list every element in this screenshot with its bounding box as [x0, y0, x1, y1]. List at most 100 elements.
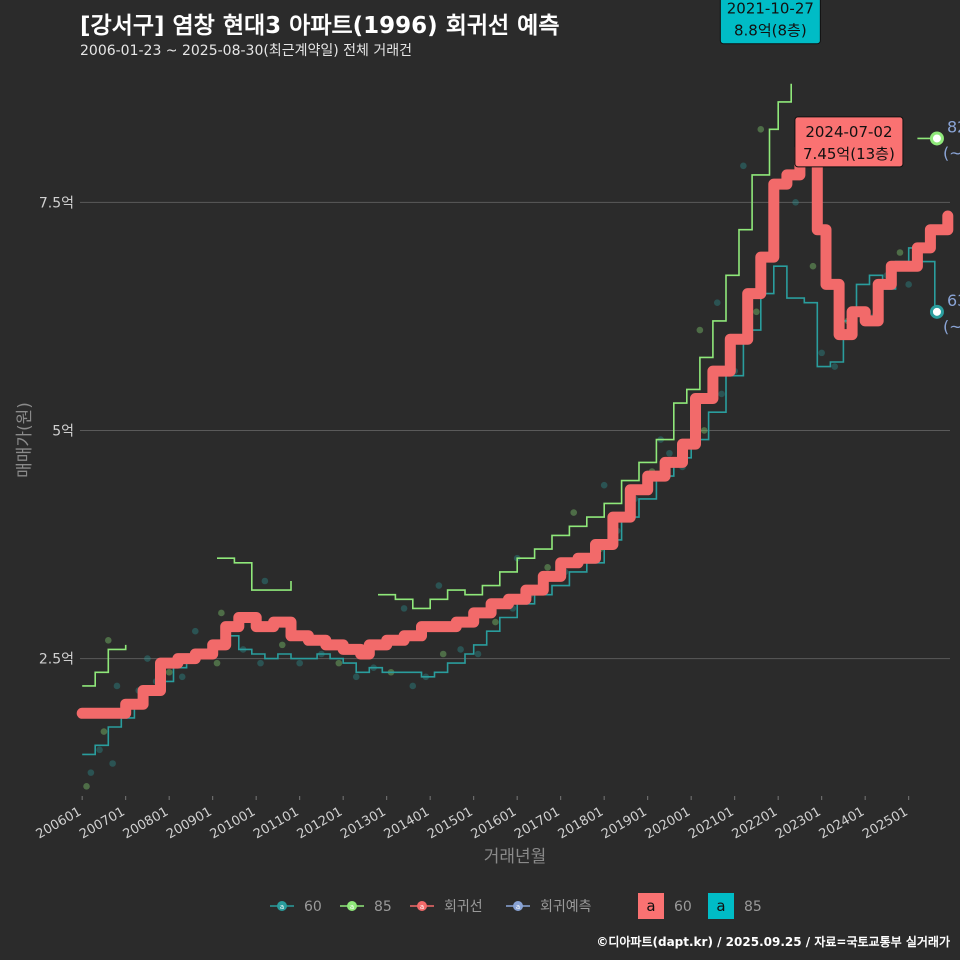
legend-swatch-glyph: a	[646, 897, 655, 915]
x-tick-label: 202301	[773, 804, 823, 842]
scatter-point-40	[718, 390, 725, 398]
legend-label: 60	[674, 899, 692, 915]
x-tick-label: 202001	[643, 804, 693, 842]
scatter-point-45	[809, 262, 817, 270]
highlight-price: 7.45억(13층)	[803, 145, 895, 163]
scatter-point-1	[87, 769, 95, 776]
end-point-size: (~85㎡)	[943, 143, 960, 162]
end-point-value: 63,000	[947, 291, 960, 310]
scatter-point-62	[400, 605, 408, 612]
x-tick-label: 201301	[338, 804, 388, 842]
scatter-point-54	[570, 509, 578, 516]
legend-label: 회귀예측	[540, 899, 592, 915]
scatter-point-61	[435, 582, 443, 589]
y-axis-label: 매매가(원)	[15, 402, 35, 478]
x-tick-label: 200701	[77, 804, 127, 842]
scatter-point-52	[905, 281, 912, 288]
x-tick-label: 201201	[295, 804, 345, 842]
scatter-point-42	[753, 308, 760, 316]
legend-swatch-dot	[513, 901, 523, 911]
highlight-label-box	[794, 116, 904, 168]
scatter-point-63	[218, 609, 225, 617]
scatter-point-47	[831, 363, 839, 370]
x-tick-label: 201801	[556, 804, 606, 842]
legend-swatch-box	[708, 893, 734, 919]
x-tick-label: 200901	[164, 804, 214, 842]
highlight-date: 2024-07-02	[805, 123, 892, 141]
scatter-point-19	[352, 673, 360, 681]
x-tick-label: 200601	[34, 804, 84, 842]
scatter-point-3	[100, 728, 108, 735]
scatter-point-64	[261, 577, 269, 585]
x-tick-label: 201101	[251, 804, 301, 842]
scatter-point-65	[144, 655, 151, 662]
scatter-point-24	[439, 650, 447, 658]
legend-swatch-glyph: a	[516, 903, 520, 911]
x-tick-label: 201901	[599, 804, 649, 842]
end-point-marker	[929, 131, 944, 146]
scatter-point-57	[696, 326, 704, 334]
x-tick-label: 202201	[730, 804, 780, 842]
chart-subtitle: 2006-01-23 ~ 2025-08-30(최근계약일) 전체 거래건	[80, 43, 412, 59]
x-tick-label: 202501	[860, 804, 910, 842]
end-point-marker	[929, 304, 944, 319]
scatter-point-46	[818, 349, 825, 357]
legend-swatch-dot	[347, 901, 357, 911]
highlight-price: 8.8억(8층)	[734, 22, 807, 40]
legend-swatch-dot	[417, 901, 427, 911]
scatter-point-12	[213, 659, 221, 667]
scatter-point-10	[178, 673, 186, 681]
legend-swatch-dot	[277, 901, 287, 911]
x-tick-label: 202401	[817, 804, 867, 842]
scatter-point-26	[474, 650, 482, 658]
x-tick-label: 201701	[512, 804, 562, 842]
x-tick-label: 202101	[686, 804, 736, 842]
x-tick-label: 200801	[121, 804, 171, 842]
legend-label: 85	[744, 899, 762, 915]
source-caption: ©디아파트(dapt.kr) / 2025.09.25 / 자료=국토교통부 실…	[596, 935, 950, 949]
scatter-point-22	[409, 682, 417, 690]
scatter-point-27	[492, 618, 499, 626]
scatter-point-30	[544, 564, 551, 571]
legend-swatch-glyph: a	[716, 897, 725, 915]
scatter-point-59	[740, 162, 747, 170]
y-tick-label: 5억	[52, 423, 74, 439]
x-tick-label: 201401	[382, 804, 432, 842]
scatter-point-51	[896, 249, 904, 256]
scatter-point-55	[600, 481, 608, 489]
scatter-point-60	[757, 126, 765, 133]
legend-swatch-box	[638, 893, 664, 919]
x-tick-label: 201601	[469, 804, 519, 842]
series-line-85	[82, 83, 935, 687]
legend-swatch-glyph: a	[420, 903, 424, 911]
scatter-point-2	[96, 746, 103, 754]
scatter-point-18	[335, 659, 343, 667]
scatter-point-15	[278, 641, 286, 649]
legend-label: 회귀선	[444, 899, 483, 915]
y-tick-label: 2.5억	[39, 652, 74, 668]
scatter-point-11	[191, 627, 199, 635]
scatter-point-4	[109, 760, 116, 767]
scatter-point-14	[257, 659, 264, 667]
legend-label: 85	[374, 899, 392, 915]
x-axis-label: 거래년월	[483, 847, 547, 867]
scatter-point-0	[83, 783, 90, 790]
scatter-point-58	[713, 299, 721, 306]
highlight-date: 2021-10-27	[727, 0, 814, 18]
scatter-point-9	[165, 668, 173, 676]
scatter-point-37	[666, 449, 673, 457]
scatter-point-39	[700, 427, 708, 434]
highlight-label-box	[719, 0, 821, 45]
scatter-point-6	[104, 637, 112, 644]
y-tick-label: 7.5억	[39, 195, 74, 211]
x-tick-label: 201001	[208, 804, 258, 842]
scatter-point-5	[113, 682, 121, 690]
series-line-regression	[76, 142, 954, 719]
legend-label: 60	[304, 899, 322, 915]
chart-title: [강서구] 염창 현대3 아파트(1996) 회귀선 예측	[80, 13, 560, 39]
scatter-point-44	[792, 199, 799, 206]
scatter-point-25	[457, 646, 464, 653]
scatter-point-16	[296, 659, 303, 667]
